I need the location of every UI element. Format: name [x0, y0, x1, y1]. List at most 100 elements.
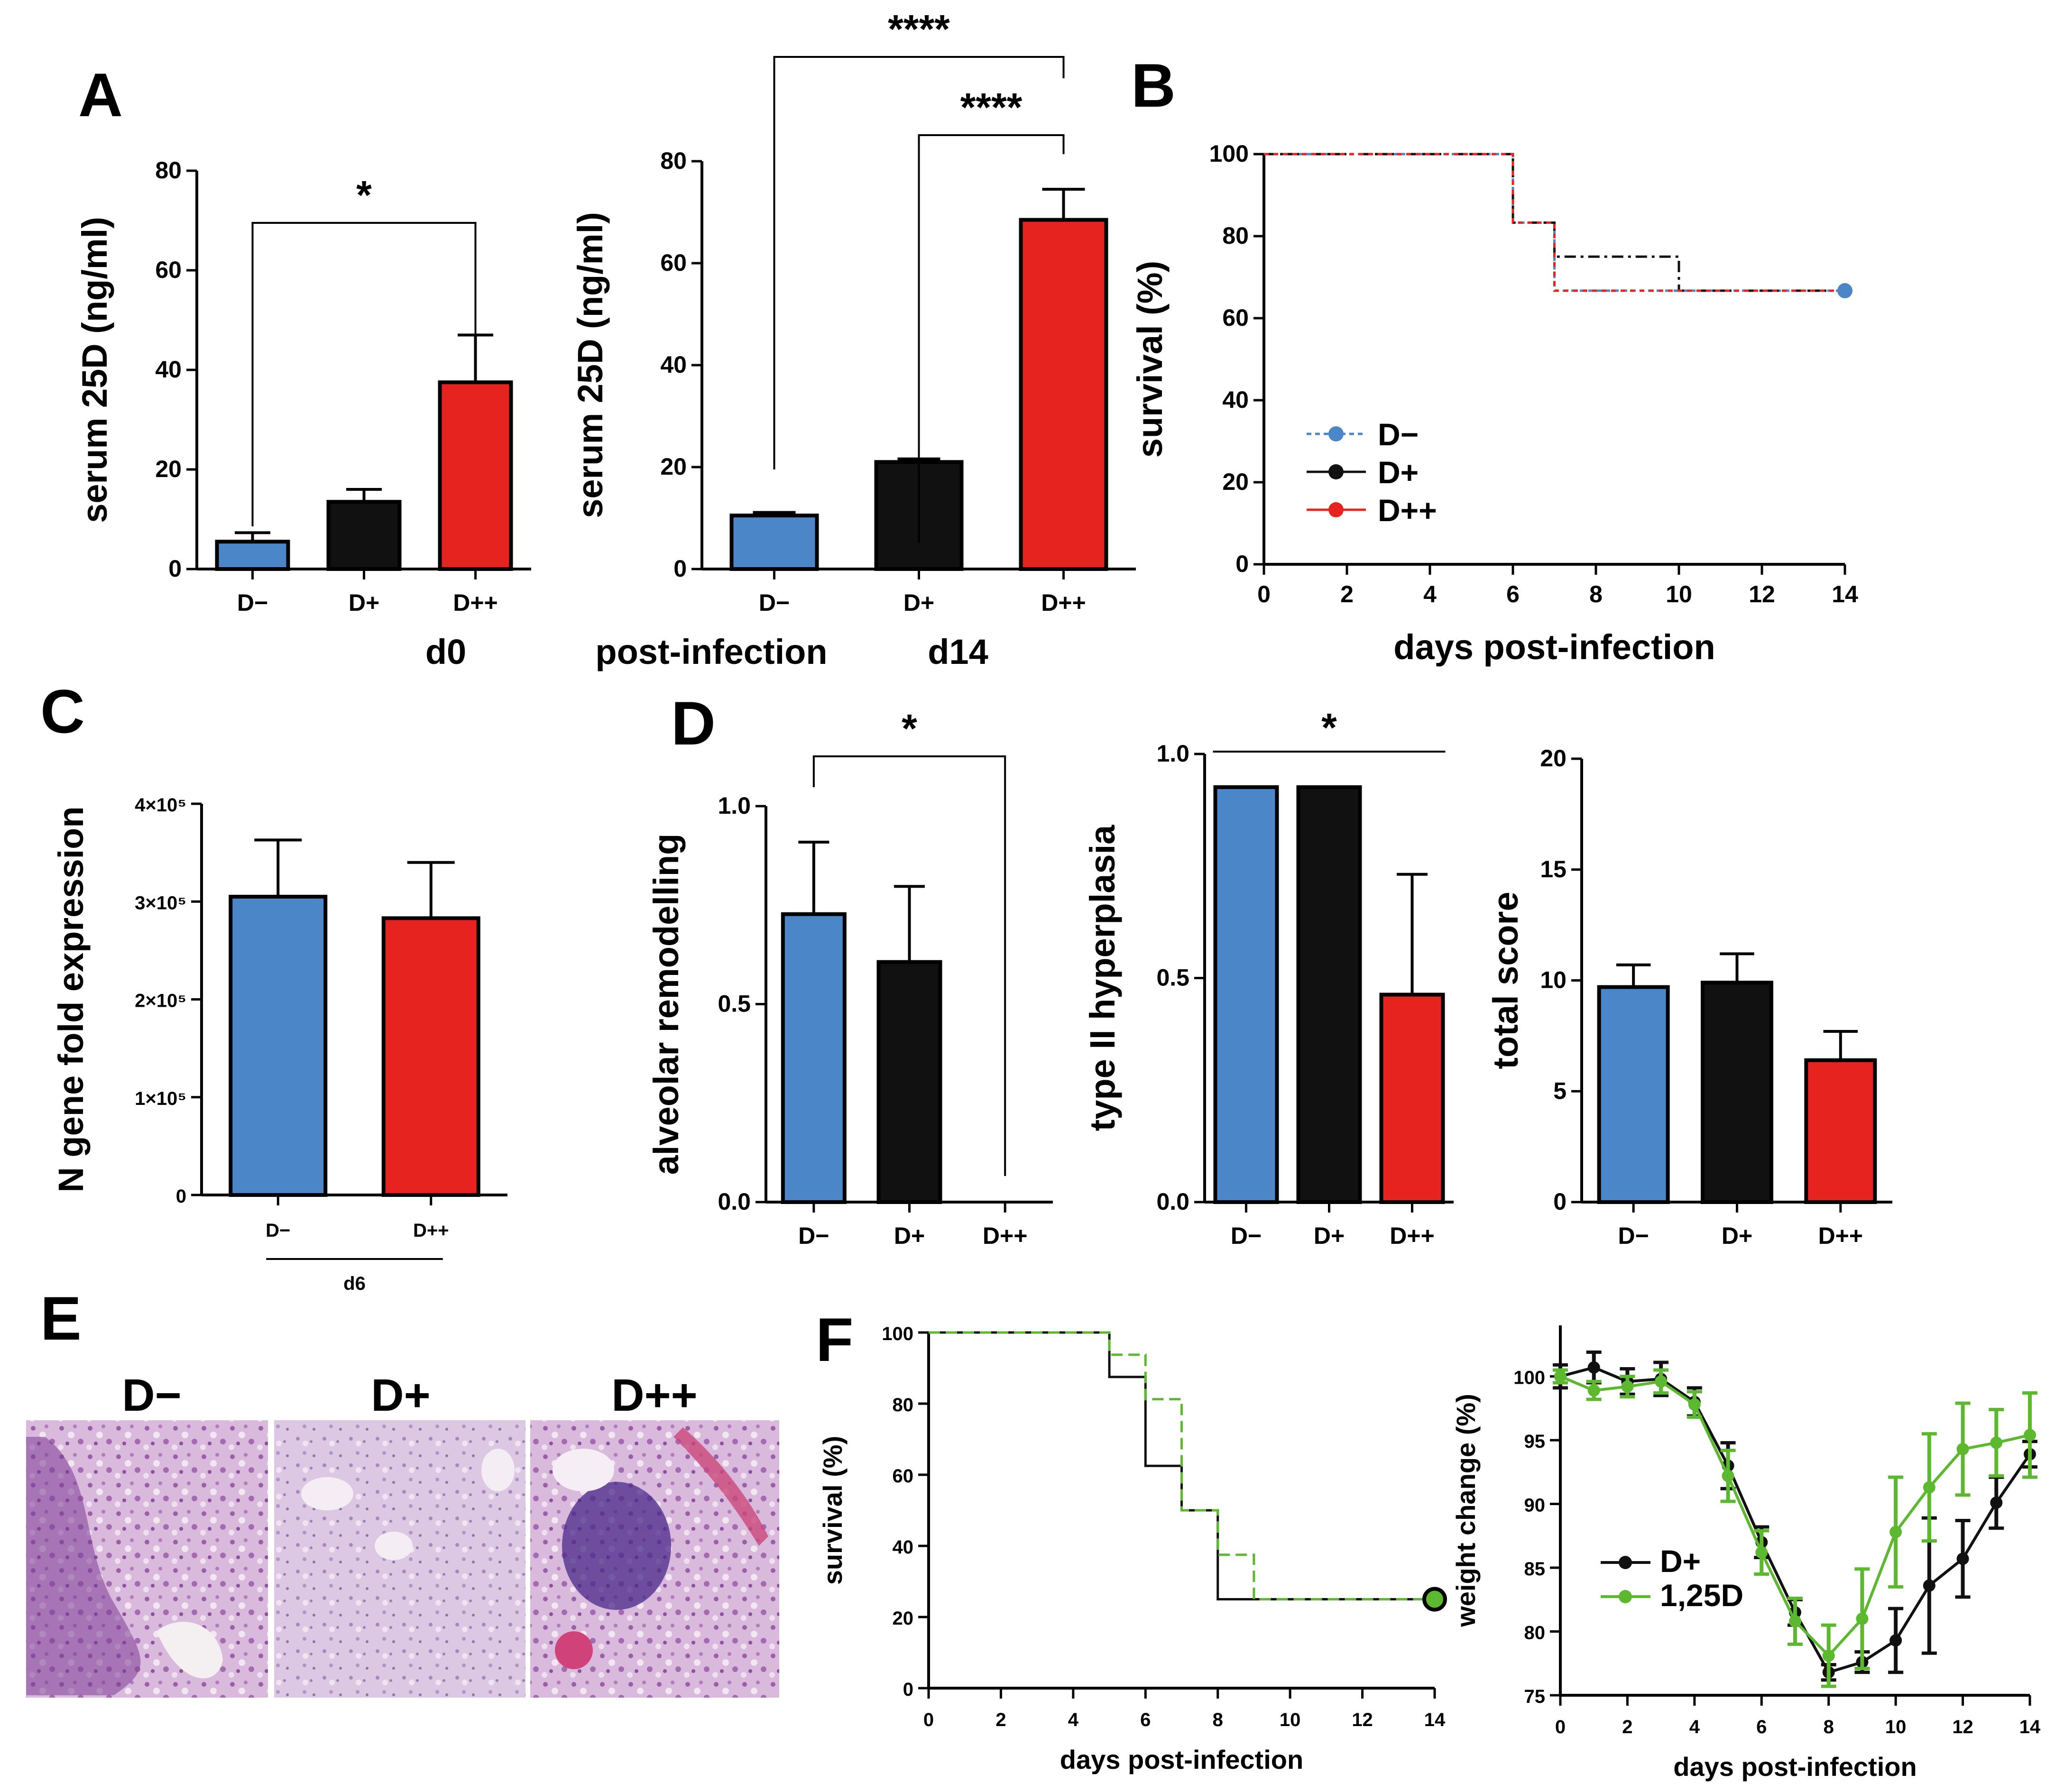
y-tick-label: 0: [673, 555, 687, 582]
bar: [1296, 785, 1362, 1204]
y-tick-label: 40: [893, 1537, 914, 1558]
x-tick-label: 6: [1506, 581, 1520, 607]
x-category-label: D+: [349, 589, 379, 616]
y-axis-title: survival (%): [818, 1436, 848, 1585]
y-tick-label: 20: [155, 456, 182, 482]
x-category-label: D+: [903, 589, 934, 616]
significance-bracket: [773, 56, 1065, 469]
legend-label: D+: [1378, 455, 1419, 490]
x-tick-label: 10: [1666, 581, 1692, 607]
series-line: [1264, 153, 1845, 292]
x-tick-label: 8: [1589, 581, 1603, 607]
data-point: [2024, 1429, 2036, 1442]
chart-total-score: 0 5 10 15 20 total score D− D+ D++: [1486, 745, 1892, 1249]
bar: [438, 380, 513, 571]
x-tick-label: 8: [1824, 1717, 1834, 1737]
panel-label-a: A: [78, 60, 123, 129]
data-point: [1789, 1615, 1801, 1627]
data-point: [1621, 1380, 1634, 1393]
histology-label-d-plus-plus: D++: [611, 1370, 697, 1421]
y-tick-label: 40: [660, 351, 687, 378]
y-tick-label: 10: [1540, 967, 1567, 993]
y-axis-title: survival (%): [1130, 261, 1170, 458]
data-point: [1722, 1470, 1734, 1482]
bar: [381, 916, 480, 1197]
bar: [781, 912, 847, 1204]
data-point: [1923, 1579, 1935, 1592]
y-tick-label: 0: [176, 1186, 186, 1207]
x-tick-label: 4: [1068, 1709, 1079, 1730]
x-tick-label: 14: [1424, 1709, 1446, 1730]
significance-bracket: [251, 222, 477, 526]
y-tick-label: 20: [1222, 469, 1249, 495]
legend-label: D+: [1660, 1544, 1701, 1579]
y-tick-label: 40: [155, 356, 182, 383]
y-tick-label: 100: [1209, 140, 1249, 167]
x-category-label: D−: [798, 1222, 829, 1249]
significance-label: ****: [888, 7, 950, 51]
x-category-label: D+: [1722, 1222, 1752, 1249]
y-tick-label: 2×10⁵: [135, 991, 186, 1011]
x-tick-label: 6: [1756, 1717, 1767, 1737]
histology-airway-3: [375, 1532, 413, 1560]
data-point: [1990, 1496, 2003, 1509]
chart-serum-25d-d0: 0 20 40 60 80 serum 25D (ng/ml) D− D+ D++ *: [75, 157, 531, 616]
series-line: [929, 1331, 1435, 1600]
y-tick-label: 15: [1540, 856, 1567, 882]
y-tick-label: 0: [903, 1679, 913, 1700]
y-tick-label: 1.0: [1156, 740, 1189, 767]
panel-label-b: B: [1131, 51, 1176, 120]
legend-label: D−: [1378, 417, 1419, 452]
significance-label: ****: [960, 85, 1023, 129]
y-tick-label: 40: [1222, 386, 1249, 413]
data-point: [1587, 1361, 1600, 1374]
y-tick-label: 0: [168, 555, 182, 582]
y-tick-label: 60: [1222, 304, 1249, 331]
y-axis-title: serum 25D (ng/ml): [75, 217, 114, 523]
x-axis-title: days post-infection: [1673, 1752, 1917, 1782]
x-category-label: D−: [1618, 1222, 1649, 1249]
end-point-marker: [1837, 283, 1852, 299]
x-tick-label: 14: [1832, 581, 1858, 607]
y-tick-label: 0.5: [718, 991, 751, 1017]
data-point: [1856, 1612, 1869, 1625]
panel-a-post-infection-label: post-infection: [595, 632, 827, 671]
y-axis-title: weight change (%): [1451, 1394, 1481, 1627]
data-point: [1587, 1384, 1600, 1397]
histology-label-d-plus: D+: [371, 1370, 430, 1421]
histology-infiltrate-1: [26, 1437, 141, 1695]
y-tick-label: 20: [893, 1608, 914, 1629]
bar: [229, 894, 328, 1197]
y-tick-label: 3×10⁵: [135, 892, 186, 913]
x-tick-label: 12: [1352, 1709, 1373, 1730]
histology-airway-4: [481, 1449, 515, 1491]
chart-type2-hyperplasia: 0.0 0.5 1.0 type II hyperplasia D− D+ D++ *: [1083, 705, 1454, 1249]
x-category-label: D++: [413, 1220, 449, 1241]
histology-vessel: [673, 1427, 768, 1546]
x-tick-label: 12: [1749, 581, 1775, 607]
histology-airway-2: [301, 1477, 353, 1510]
data-point: [1554, 1370, 1567, 1383]
legend-marker: [1328, 426, 1344, 441]
y-tick-label: 75: [1524, 1686, 1546, 1707]
x-category-label: D−: [237, 589, 268, 616]
y-tick-label: 60: [660, 249, 687, 276]
y-tick-label: 80: [155, 157, 182, 184]
x-category-label: D++: [453, 589, 498, 616]
x-tick-label: 4: [1689, 1717, 1700, 1737]
x-category-label: D+: [894, 1222, 925, 1249]
chart-serum-25d-d14: 0 20 40 60 80 serum 25D (ng/ml) D− D+ D++ *******…: [571, 7, 1136, 616]
y-tick-label: 85: [1524, 1559, 1546, 1580]
end-point-marker: [1422, 1587, 1447, 1612]
series-line: [1264, 153, 1845, 292]
data-point: [1956, 1443, 1969, 1455]
histology-label-d-minus: D−: [122, 1370, 181, 1421]
x-tick-label: 2: [995, 1709, 1006, 1730]
series-line: [929, 1331, 1435, 1600]
x-tick-label: 0: [1257, 581, 1271, 607]
x-axis-title: days post-infection: [1393, 627, 1715, 667]
y-tick-label: 20: [660, 453, 687, 480]
y-axis-title: type II hyperplasia: [1083, 825, 1122, 1131]
group-label: d6: [343, 1273, 366, 1294]
data-point: [1889, 1525, 1902, 1538]
